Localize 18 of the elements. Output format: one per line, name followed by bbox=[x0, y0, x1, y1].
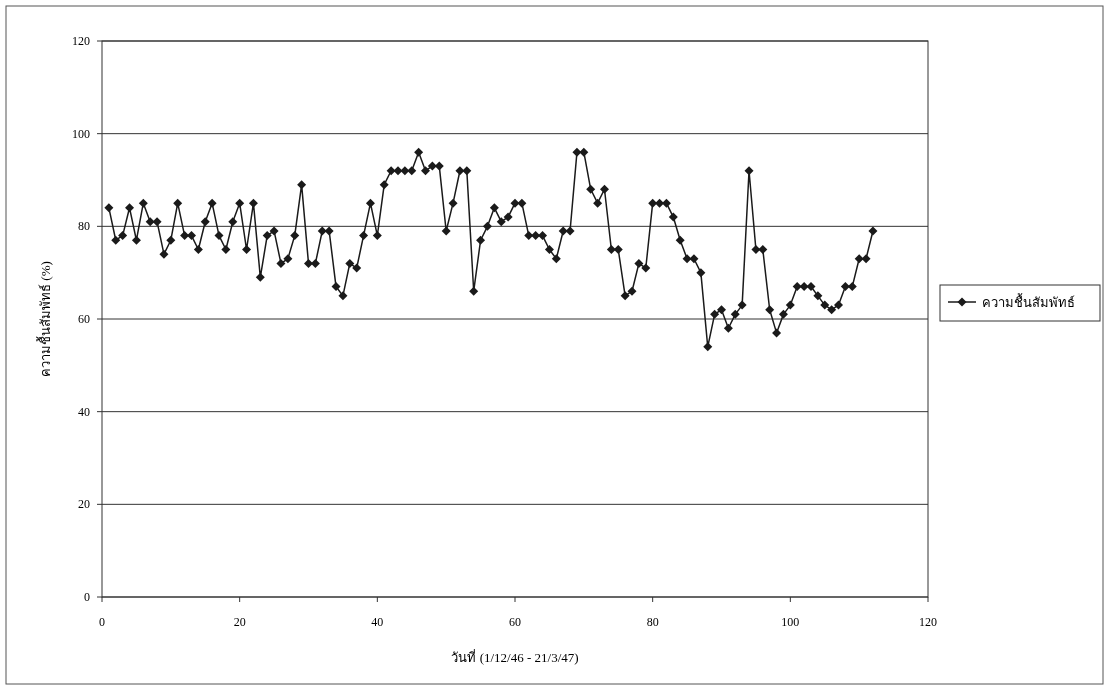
x-tick-label: 120 bbox=[919, 615, 937, 629]
x-axis-title: วันที่ (1/12/46 - 21/3/47) bbox=[451, 649, 579, 665]
x-tick-label: 0 bbox=[99, 615, 105, 629]
legend-label: ความชื้นสัมพัทธ์ bbox=[982, 293, 1075, 310]
x-tick-label: 60 bbox=[509, 615, 521, 629]
x-tick-label: 100 bbox=[781, 615, 800, 629]
y-tick-label: 80 bbox=[78, 219, 90, 234]
y-tick-label: 40 bbox=[78, 404, 90, 419]
y-axis-title: ความชื้นสัมพัทธ์ (%) bbox=[36, 261, 53, 377]
x-tick-label: 40 bbox=[371, 615, 384, 629]
y-tick-label: 100 bbox=[72, 126, 90, 141]
y-tick-label: 0 bbox=[84, 590, 90, 604]
y-tick-label: 60 bbox=[78, 312, 90, 326]
legend: ความชื้นสัมพัทธ์ bbox=[939, 284, 1101, 322]
y-tick-label: 120 bbox=[72, 34, 90, 48]
x-tick-label: 80 bbox=[646, 615, 659, 629]
y-tick-label: 20 bbox=[78, 497, 90, 512]
x-tick-label: 20 bbox=[233, 615, 246, 629]
